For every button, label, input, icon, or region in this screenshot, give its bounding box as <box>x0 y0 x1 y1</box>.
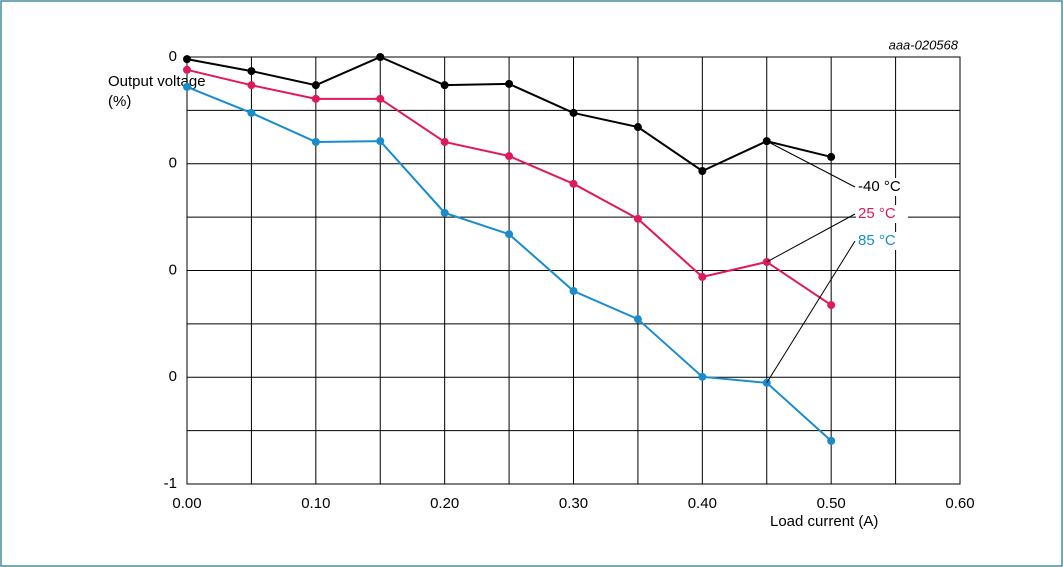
data-point <box>183 65 191 74</box>
x-tick-label: 0.60 <box>945 495 974 512</box>
data-point <box>569 108 578 117</box>
data-point <box>505 230 514 239</box>
y-axis-label: Output voltage <box>108 73 206 90</box>
data-point <box>827 301 836 310</box>
leader-line <box>766 240 856 384</box>
data-point <box>247 67 256 76</box>
legend-label: 25 °C <box>858 205 896 222</box>
leader-line <box>766 140 856 188</box>
data-point <box>440 81 449 90</box>
leader-line <box>766 213 856 263</box>
y-tick-label: 0 <box>169 155 177 172</box>
data-point <box>311 81 320 90</box>
data-point <box>827 436 836 445</box>
x-tick-label: 0.10 <box>301 495 330 512</box>
data-point <box>633 214 642 223</box>
data-point <box>376 137 385 146</box>
y-tick-label: 0 <box>169 48 177 65</box>
data-point <box>569 286 578 295</box>
legend-bg <box>856 178 908 196</box>
plot-border <box>186 56 961 485</box>
y-tick-label: 0 <box>169 368 177 385</box>
data-point <box>183 82 191 91</box>
data-point <box>633 123 642 132</box>
data-point <box>183 55 191 64</box>
y-axis-label: (%) <box>108 93 131 110</box>
data-point <box>505 79 514 88</box>
legend-label: 85 °C <box>858 232 896 249</box>
x-tick-label: 0.00 <box>172 495 201 512</box>
data-point <box>569 179 578 188</box>
data-point <box>247 81 256 90</box>
y-tick-label: -1 <box>164 475 177 492</box>
data-point <box>440 137 449 146</box>
data-point <box>698 372 707 381</box>
data-point <box>698 272 707 281</box>
data-point <box>311 137 320 146</box>
x-tick-label: 0.50 <box>817 495 846 512</box>
legend-bg <box>856 232 908 250</box>
x-tick-label: 0.30 <box>559 495 588 512</box>
data-point <box>633 315 642 324</box>
figure-code: aaa-020568 <box>889 37 959 52</box>
data-point <box>698 167 707 176</box>
data-point <box>440 208 449 217</box>
y-tick-label: 0 <box>169 261 177 278</box>
legend-bg <box>856 205 908 223</box>
legend-label: -40 °C <box>858 178 901 195</box>
data-point <box>376 94 385 103</box>
data-point <box>311 94 320 103</box>
data-point <box>247 108 256 117</box>
data-point <box>376 53 385 61</box>
x-axis-label: Load current (A) <box>770 513 878 530</box>
data-point <box>827 152 836 161</box>
data-point <box>505 152 514 161</box>
x-tick-label: 0.20 <box>430 495 459 512</box>
x-tick-label: 0.40 <box>688 495 717 512</box>
